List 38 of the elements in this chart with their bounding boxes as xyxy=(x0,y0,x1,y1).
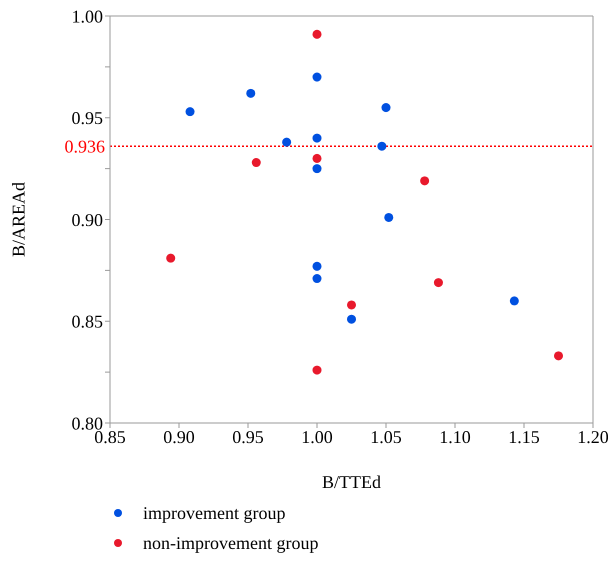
point xyxy=(246,88,256,98)
ref-line-label: 0.936 xyxy=(64,136,105,157)
point xyxy=(377,142,386,151)
point xyxy=(510,296,519,306)
point xyxy=(346,300,356,310)
legend-label: non-improvement group xyxy=(143,532,318,555)
point xyxy=(384,212,394,222)
point xyxy=(554,351,564,360)
x-tick-label: 1.20 xyxy=(577,426,609,447)
x-tick-label: 1.15 xyxy=(508,426,540,447)
x-tick-label: 1.10 xyxy=(439,426,471,447)
x-tick-label: 0.90 xyxy=(163,426,195,447)
y-tick-label: 1.00 xyxy=(72,6,103,26)
point xyxy=(312,274,322,284)
point xyxy=(434,278,443,288)
y-axis-title: B/AREAd xyxy=(8,182,28,258)
point xyxy=(312,164,322,174)
x-tick-label: 0.95 xyxy=(232,426,264,447)
point xyxy=(312,262,322,271)
point xyxy=(166,254,176,263)
point xyxy=(282,138,292,147)
x-axis-title: B/TTEd xyxy=(322,472,381,492)
legend-label: improvement group xyxy=(143,502,286,525)
point xyxy=(312,366,322,375)
point xyxy=(420,176,430,186)
x-tick-label: 1.05 xyxy=(370,426,402,447)
y-tick-label: 0.95 xyxy=(72,108,103,128)
point xyxy=(312,134,322,143)
point xyxy=(381,103,391,112)
y-tick-label: 0.90 xyxy=(72,210,103,230)
point xyxy=(186,107,195,116)
point xyxy=(312,154,322,163)
point xyxy=(312,72,322,82)
x-tick-label: 1.00 xyxy=(301,426,333,447)
point xyxy=(346,314,356,324)
point xyxy=(252,158,261,168)
y-tick-label: 0.85 xyxy=(72,312,103,332)
point xyxy=(312,30,322,39)
